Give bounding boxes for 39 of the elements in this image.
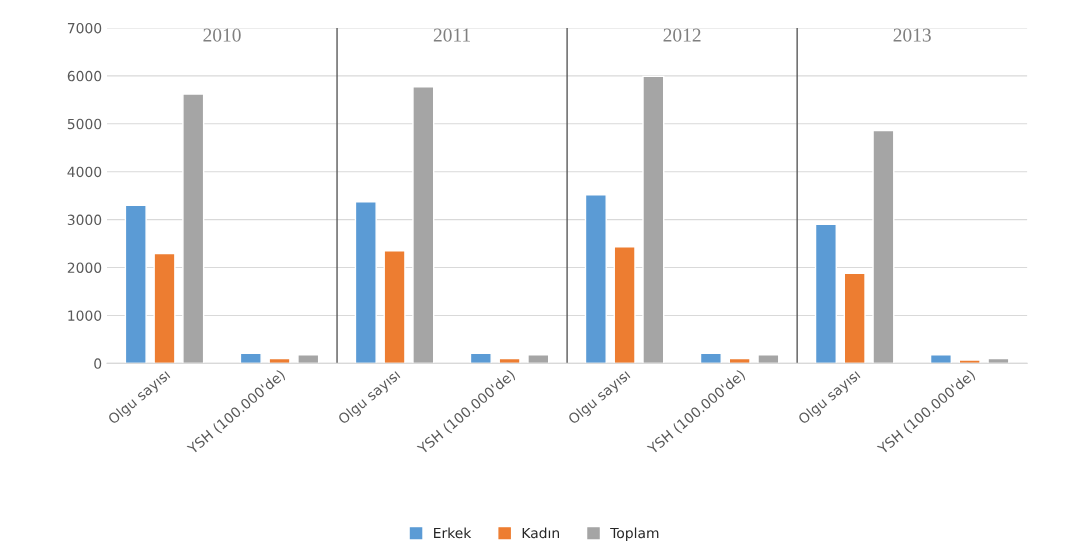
- y-tick-label: 2000: [67, 262, 102, 273]
- bar: [929, 354, 952, 364]
- annotation: 2010: [203, 28, 241, 42]
- bar: [728, 357, 751, 364]
- annotation: 2012: [663, 28, 701, 42]
- bar: [124, 204, 147, 364]
- bar: [584, 193, 607, 364]
- y-tick-label: 6000: [67, 70, 102, 82]
- y-tick-label: 0: [94, 358, 102, 369]
- bar: [498, 357, 521, 364]
- legend-label: Erkek: [434, 527, 472, 539]
- bar: [642, 75, 665, 364]
- y-tick-label: 5000: [67, 118, 102, 130]
- y-tick-label: 3000: [67, 214, 102, 226]
- annotation: 2011: [433, 28, 470, 42]
- bar: [872, 129, 895, 364]
- bar: [843, 272, 866, 364]
- bar: [469, 352, 492, 364]
- bar: [699, 352, 722, 364]
- bar: [613, 246, 636, 364]
- bar: [297, 354, 320, 364]
- bar: [268, 357, 291, 364]
- bar: [958, 359, 981, 364]
- bar: [182, 93, 205, 364]
- bar: [153, 252, 176, 364]
- y-tick-label: 4000: [67, 166, 102, 178]
- bar: [412, 86, 435, 364]
- bar: [354, 201, 377, 364]
- bar: [527, 354, 550, 364]
- legend-label: Toplam: [610, 527, 659, 541]
- y-tick-label: 1000: [68, 310, 102, 321]
- bar: [239, 352, 262, 364]
- bar: [757, 354, 780, 364]
- y-tick-label: 7000: [67, 22, 102, 34]
- bar: [383, 250, 406, 364]
- legend-label: Kadın: [522, 527, 559, 539]
- bar: [814, 223, 837, 364]
- annotation: 2013: [893, 28, 931, 42]
- bar: [987, 357, 1010, 364]
